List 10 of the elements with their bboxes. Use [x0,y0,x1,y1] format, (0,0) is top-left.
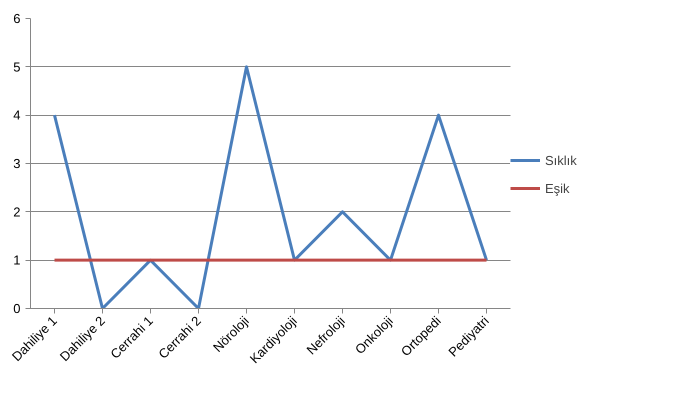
y-tick-label: 4 [13,108,21,123]
legend-label: Sıklık [545,152,577,168]
y-tick-label: 3 [13,156,21,171]
y-tick-label: 5 [13,59,21,74]
y-tick-label: 6 [13,11,21,26]
y-tick-label: 2 [13,204,21,220]
line-series [53,65,488,308]
legend-label: Eşik [545,180,570,196]
y-tick-label: 1 [13,252,21,268]
y-tick-label: 0 [13,301,21,316]
